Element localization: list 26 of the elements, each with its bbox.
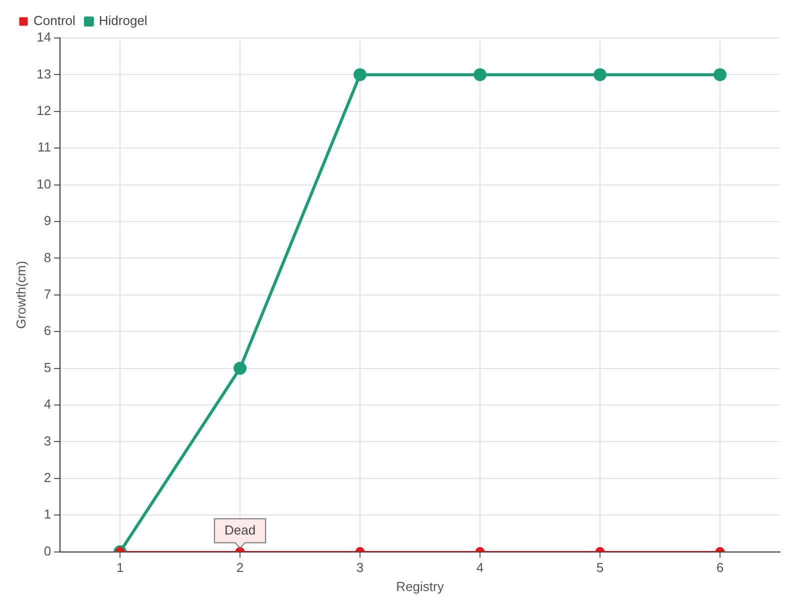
y-tick-label: 14 bbox=[36, 30, 52, 45]
x-tick-label: 4 bbox=[476, 560, 484, 576]
annotation: Dead bbox=[224, 522, 256, 538]
y-tick-label: 12 bbox=[36, 102, 52, 118]
y-tick-label: 5 bbox=[44, 360, 52, 375]
x-tick-label: 2 bbox=[236, 560, 244, 576]
y-tick-label: 0 bbox=[44, 543, 52, 558]
y-tick-label: 11 bbox=[38, 140, 52, 155]
y-tick-label: 3 bbox=[44, 433, 52, 448]
y-tick-label: 4 bbox=[44, 396, 52, 412]
legend-label: Hidrogel bbox=[98, 13, 148, 28]
legend-label: Control bbox=[34, 13, 76, 28]
y-tick-label: 6 bbox=[44, 323, 52, 338]
y-axis-title: Growth(cm) bbox=[13, 260, 28, 329]
y-tick-label: 7 bbox=[44, 286, 52, 302]
y-tick-label: 1 bbox=[44, 506, 52, 522]
y-tick-label: 2 bbox=[44, 470, 52, 485]
x-tick-label: 3 bbox=[356, 560, 364, 576]
y-tick-label: 13 bbox=[36, 66, 52, 82]
y-tick-label: 8 bbox=[44, 250, 52, 265]
x-axis-title: Registry bbox=[396, 578, 444, 594]
y-tick-label: 10 bbox=[36, 176, 52, 192]
x-tick-label: 5 bbox=[596, 560, 604, 576]
x-tick-label: 6 bbox=[716, 560, 724, 576]
x-tick-label: 1 bbox=[116, 560, 124, 576]
y-tick-label: 9 bbox=[44, 213, 52, 228]
